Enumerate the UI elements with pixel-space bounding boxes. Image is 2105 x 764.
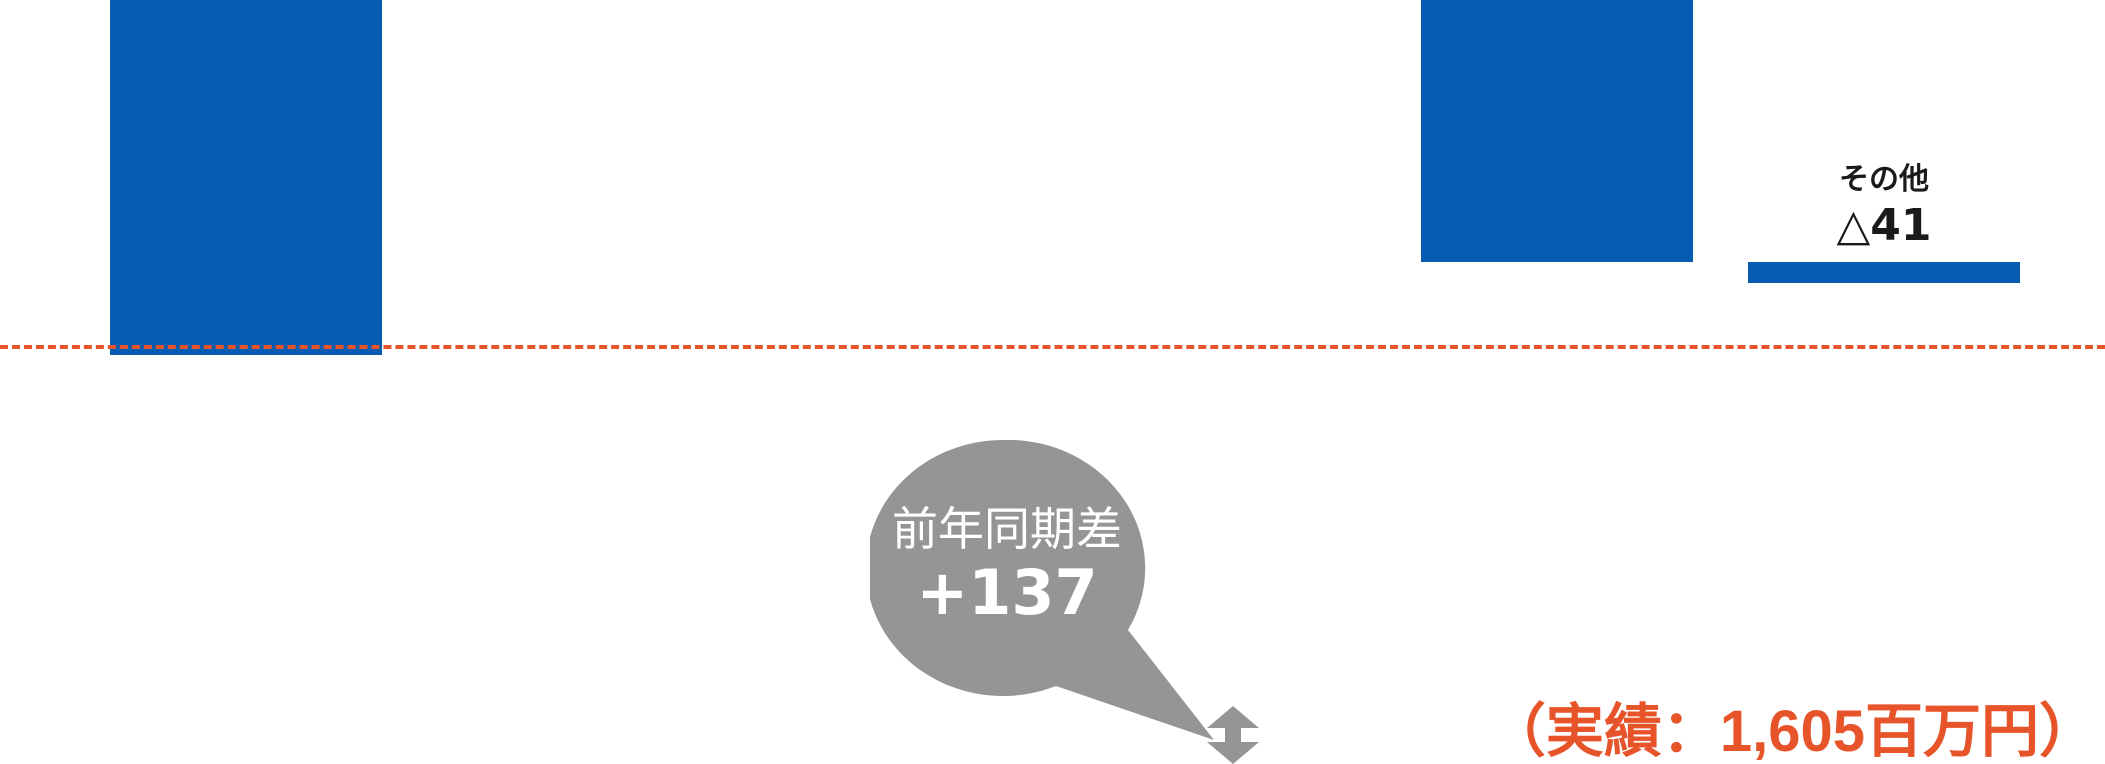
category-label: その他 bbox=[1839, 162, 1929, 198]
label-other: その他 △41 bbox=[1708, 160, 2060, 252]
difference-value: +137 bbox=[916, 556, 1098, 629]
double-arrow-icon bbox=[1207, 706, 1259, 764]
value-label: △41 bbox=[1836, 200, 1932, 252]
bar-other-business bbox=[110, 0, 382, 355]
result-label: （実績：1,605百万円） bbox=[1487, 699, 2097, 764]
speech-bubble-shape bbox=[870, 440, 1214, 740]
bubble-text: 前年同期差 +137 bbox=[876, 500, 1138, 628]
bar-other bbox=[1748, 262, 2020, 284]
difference-label: 前年同期差 bbox=[892, 502, 1122, 556]
bar-membership-decrease bbox=[1421, 0, 1693, 263]
speech-bubble bbox=[870, 440, 1214, 740]
baseline-dashed-line bbox=[0, 344, 2105, 349]
